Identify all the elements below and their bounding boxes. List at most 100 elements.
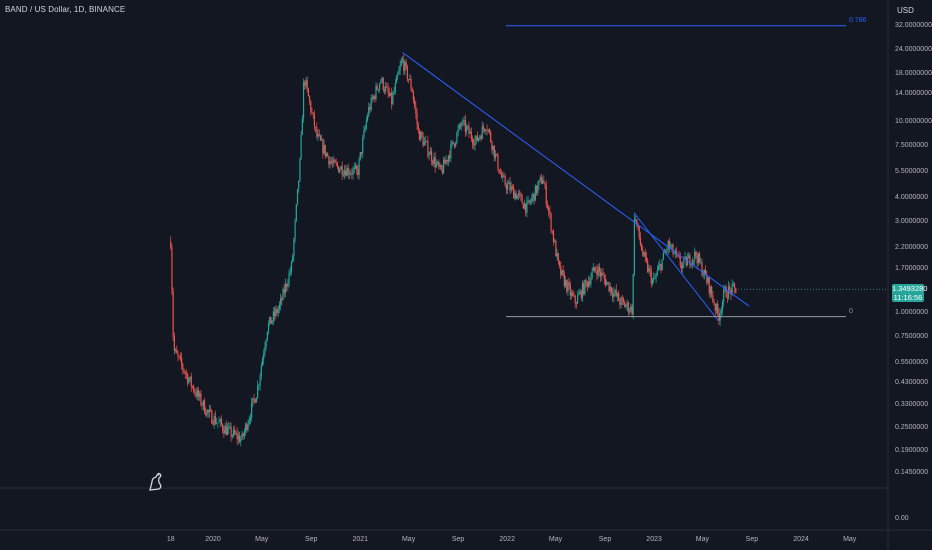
candle-body: [684, 256, 686, 258]
candle-body: [176, 349, 178, 354]
candle-body: [229, 426, 231, 428]
time-tick-label: 2020: [205, 536, 221, 543]
candle-body: [655, 274, 657, 278]
candle-body: [201, 404, 203, 406]
candle-body: [307, 88, 309, 97]
price-tick-label: 0.5500000: [895, 358, 929, 366]
candle-body: [584, 280, 586, 295]
trend-line[interactable]: [402, 52, 750, 307]
candle-body: [497, 154, 499, 170]
candle-body: [200, 393, 202, 405]
candle-body: [446, 159, 448, 162]
candle-body: [517, 193, 520, 196]
candle-body: [558, 261, 561, 266]
candle-body: [624, 302, 626, 308]
candle-body: [392, 93, 394, 105]
candle-body: [552, 231, 555, 242]
candle-body: [450, 143, 452, 159]
candle-body: [196, 390, 198, 397]
candle-body: [364, 127, 366, 131]
candle-body: [360, 152, 363, 154]
candle-body: [184, 372, 186, 374]
candle-body: [400, 60, 402, 66]
price-tick-label: 14.0000000: [895, 90, 932, 98]
candle-body: [443, 159, 445, 174]
candle-body: [476, 135, 479, 141]
candle-body: [322, 139, 324, 154]
candle-body: [359, 152, 361, 160]
candle-body: [280, 298, 282, 305]
candle-body: [452, 141, 454, 144]
candle-body: [618, 293, 620, 301]
candle-body: [377, 89, 380, 90]
candle-body: [597, 266, 599, 276]
candle-body: [522, 203, 524, 209]
candle-body: [449, 155, 451, 159]
candle-body: [447, 155, 450, 162]
candle-body: [555, 240, 557, 257]
candle-body: [254, 399, 256, 403]
candle-body: [260, 366, 262, 376]
candle-body: [620, 297, 622, 305]
candle-body: [438, 161, 440, 167]
candle-body: [509, 182, 511, 191]
symbol-title[interactable]: BAND / US Dollar, 1D, BINANCE: [5, 5, 126, 14]
candle-body: [612, 293, 614, 297]
candle-body: [356, 166, 358, 170]
candle-body: [286, 283, 288, 287]
time-tick-label: May: [548, 536, 563, 543]
candle-body: [174, 349, 177, 351]
candle-body: [712, 295, 714, 302]
candle-body: [537, 184, 539, 194]
candle-body: [633, 219, 635, 275]
candle-body: [714, 304, 716, 311]
candle-body: [287, 284, 289, 287]
candle-body: [707, 277, 709, 283]
candle-body: [420, 131, 422, 141]
candle-body: [615, 289, 617, 297]
candle-body: [368, 106, 370, 116]
candle-body: [177, 353, 179, 356]
candle-body: [680, 265, 683, 269]
candle-body: [653, 278, 655, 280]
candle-body: [340, 166, 342, 170]
candle-body: [283, 288, 285, 294]
candle-body: [370, 97, 372, 110]
candle-body: [569, 285, 571, 296]
candle-body: [660, 264, 662, 271]
candle-body: [701, 262, 703, 276]
candle-body: [474, 140, 476, 146]
candle-body: [610, 286, 613, 294]
candle-body: [539, 177, 541, 181]
candle-body: [527, 200, 529, 202]
candle-body: [346, 167, 348, 176]
candle-body: [606, 282, 608, 286]
candle-body: [661, 259, 663, 271]
candle-body: [375, 85, 377, 100]
candle-body: [224, 425, 226, 434]
candle-body: [465, 126, 468, 132]
candle-body: [607, 282, 609, 283]
candle-body: [313, 114, 316, 127]
candle-body: [199, 393, 201, 397]
candle-body: [266, 331, 268, 341]
candle-body: [473, 143, 475, 146]
tradingview-logo-icon[interactable]: [146, 470, 166, 492]
candle-body: [683, 257, 685, 264]
candle-body: [690, 264, 692, 266]
candle-body: [244, 424, 247, 432]
candle-body: [579, 290, 581, 294]
candle-body: [207, 409, 209, 413]
trend-line[interactable]: [633, 212, 719, 322]
candle-body: [278, 304, 281, 309]
candle-body: [380, 81, 382, 84]
candle-body: [451, 141, 453, 144]
candle-body: [171, 248, 173, 292]
candle-body: [670, 246, 672, 248]
price-tick-label: 10.0000000: [895, 118, 932, 126]
candle-body: [358, 159, 360, 175]
candle-body: [219, 419, 221, 422]
price-tick-label: 1.7000000: [895, 265, 929, 273]
candle-body: [170, 241, 172, 249]
